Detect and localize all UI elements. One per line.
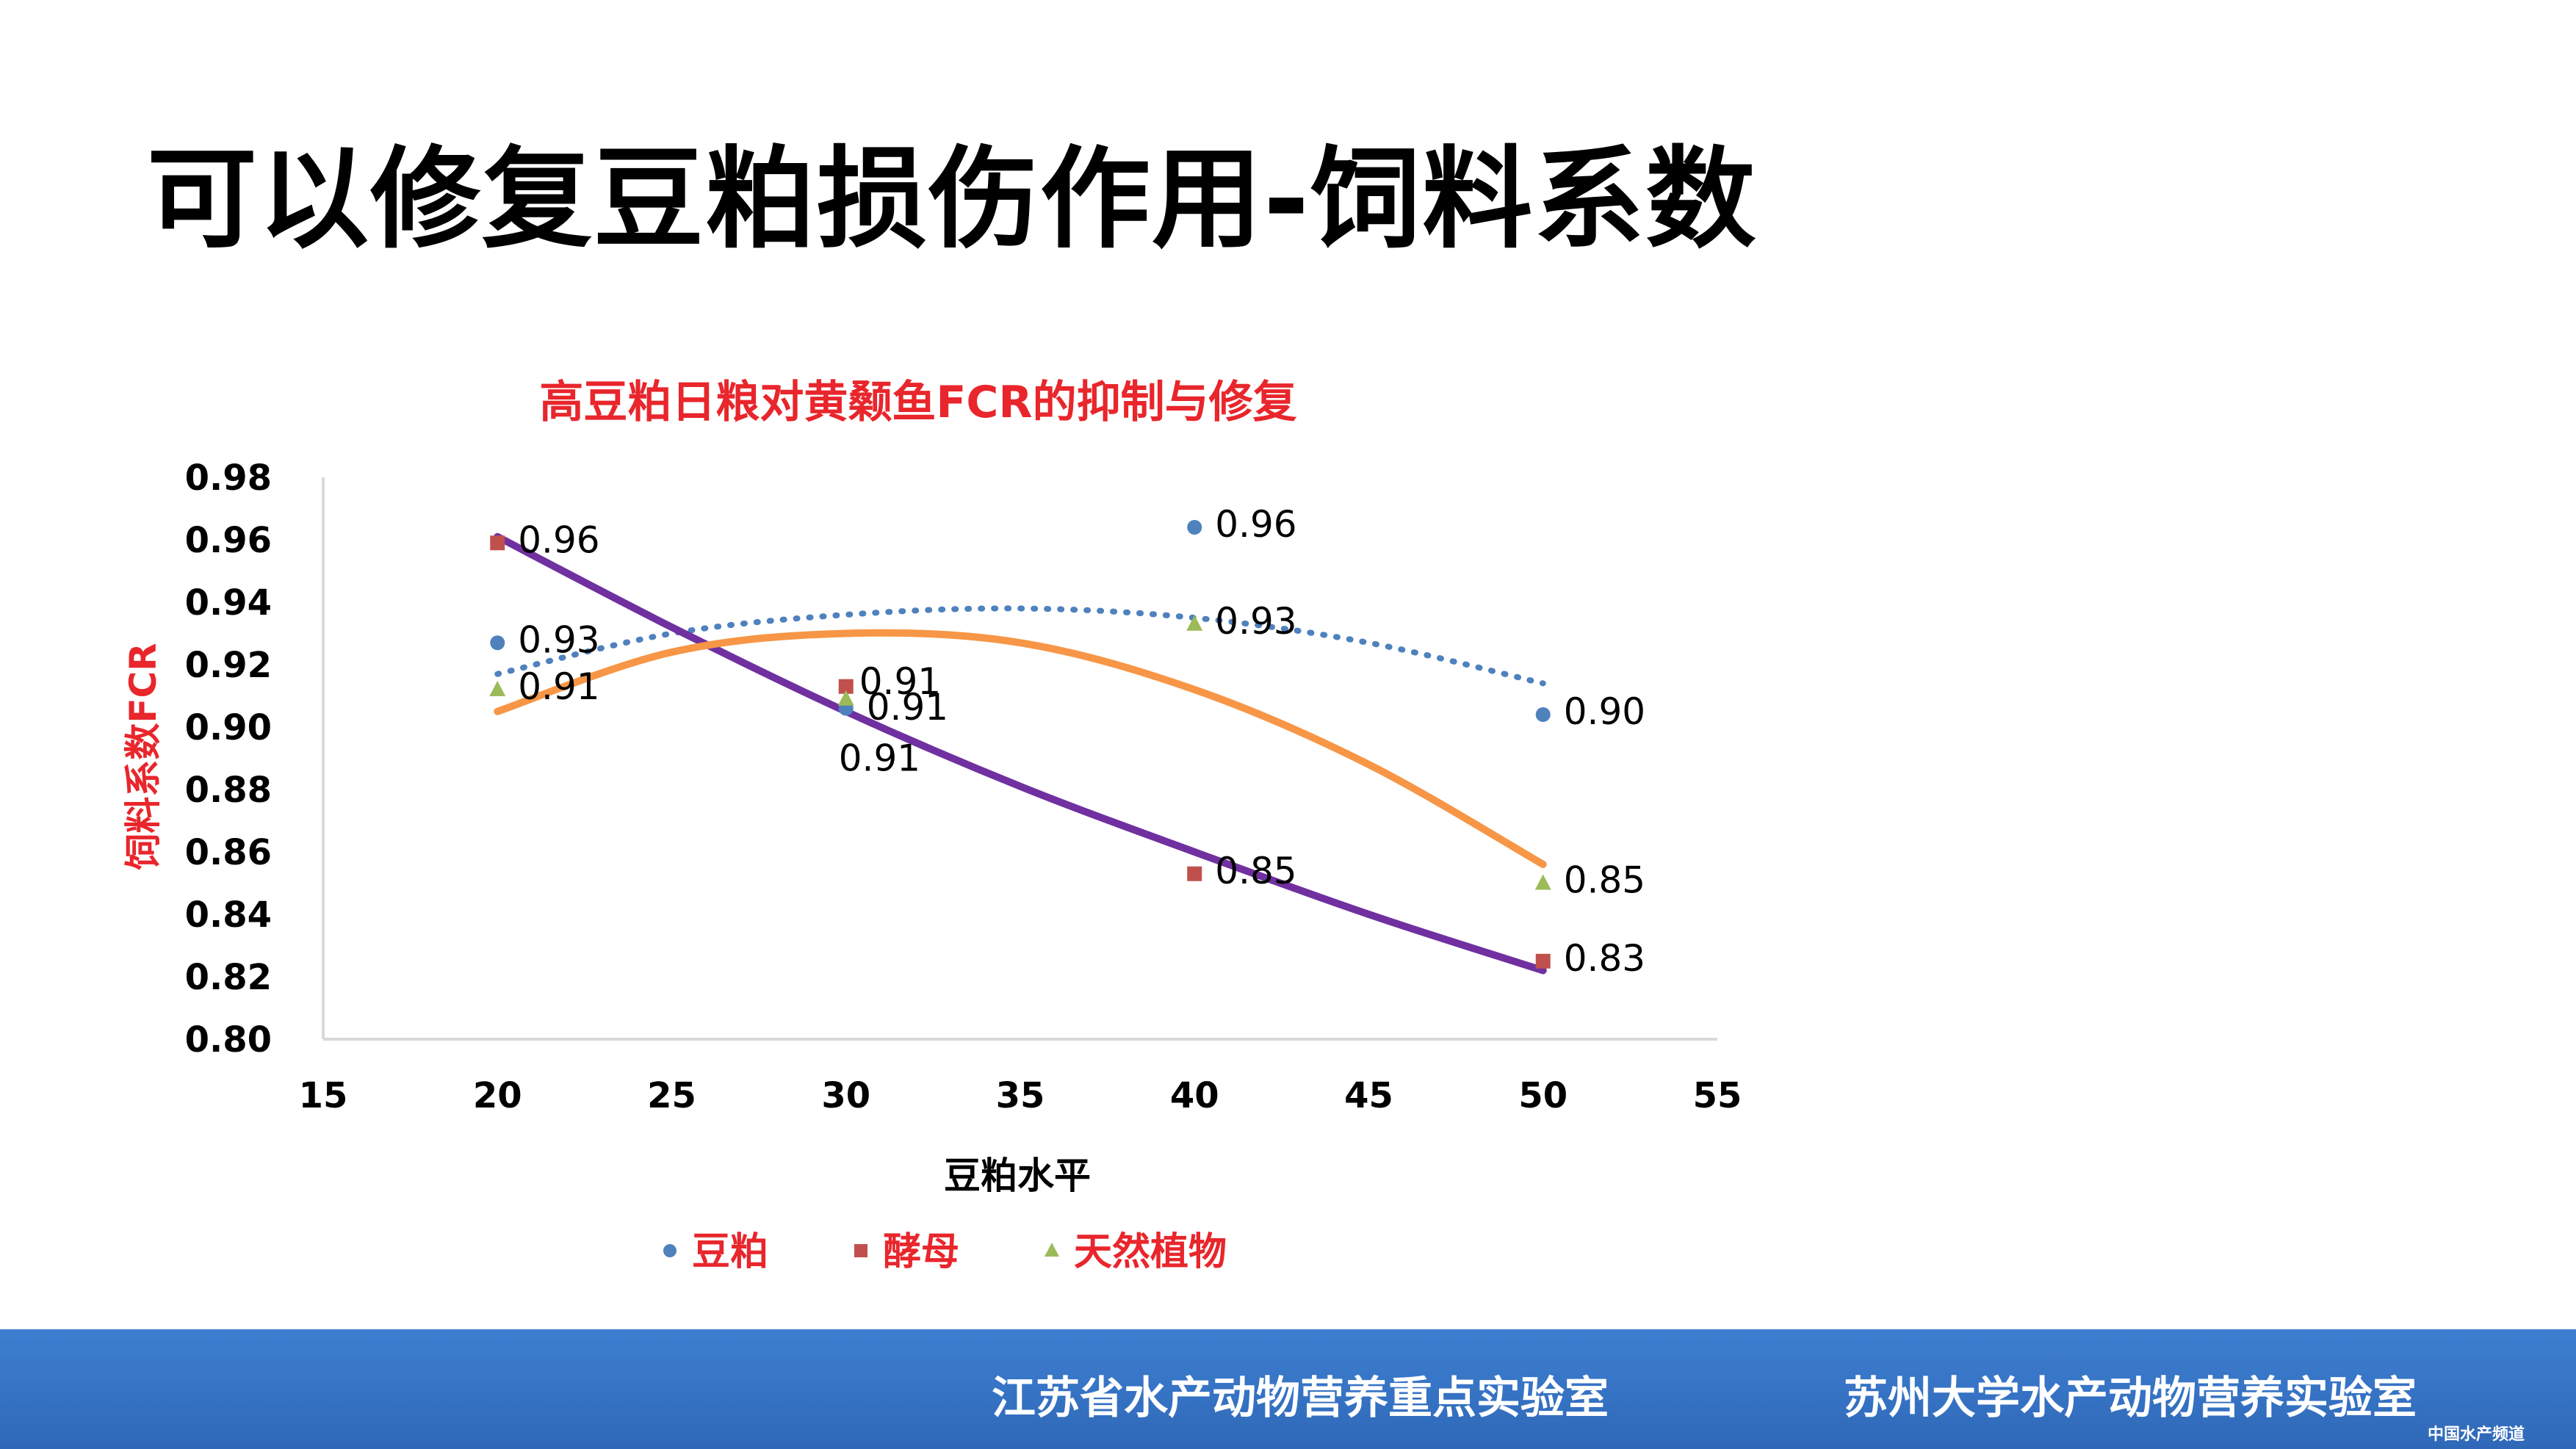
y-tick-label: 0.82 bbox=[185, 957, 272, 998]
data-point bbox=[1535, 953, 1551, 969]
legend-label: 酵母 bbox=[883, 1230, 959, 1274]
data-point bbox=[1535, 707, 1551, 722]
trendline-酵母 bbox=[494, 532, 1547, 975]
chart-title: 高豆粕日粮对黄颡鱼FCR的抑制与修复 bbox=[539, 377, 1296, 428]
x-tick-label: 45 bbox=[1344, 1075, 1393, 1116]
data-point bbox=[1186, 615, 1203, 631]
data-point bbox=[1187, 866, 1202, 881]
data-label: 0.91 bbox=[859, 660, 941, 703]
data-label: 0.85 bbox=[1564, 859, 1645, 902]
data-label: 0.93 bbox=[1215, 600, 1296, 643]
trendline-豆粕 bbox=[494, 605, 1546, 687]
watermark: 中国水产频道 bbox=[2427, 1425, 2525, 1444]
legend-label: 豆粕 bbox=[692, 1230, 768, 1274]
data-point bbox=[837, 690, 854, 706]
y-tick-label: 0.80 bbox=[185, 1019, 272, 1060]
data-label: 0.91 bbox=[839, 737, 920, 780]
data-label: 0.83 bbox=[1564, 937, 1645, 980]
data-label: 0.93 bbox=[518, 618, 599, 661]
y-axis-label: 饲料系数FCR bbox=[122, 643, 165, 870]
data-labels: 0.930.910.960.900.960.910.850.830.91 0.91… bbox=[518, 503, 1645, 980]
slide-title: 可以修复豆粕损伤作用-饲料系数 bbox=[147, 136, 1758, 264]
x-tick-label: 55 bbox=[1693, 1075, 1742, 1116]
y-tick-label: 0.86 bbox=[185, 832, 272, 873]
x-tick-labels: 15 20 25 30 35 40 45 50 55 bbox=[299, 1075, 1742, 1116]
data-point bbox=[489, 681, 506, 696]
data-label: 0.96 bbox=[1215, 503, 1296, 546]
footer-bar: 江苏省水产动物营养重点实验室 苏州大学水产动物营养实验室 中国水产频道 bbox=[0, 1329, 2576, 1449]
y-tick-label: 0.84 bbox=[185, 895, 272, 936]
data-point bbox=[838, 679, 854, 694]
data-point bbox=[490, 635, 505, 651]
data-point bbox=[490, 535, 505, 551]
x-tick-label: 35 bbox=[996, 1075, 1045, 1116]
y-tick-label: 0.96 bbox=[185, 520, 272, 561]
data-label: 0.91 bbox=[867, 686, 948, 729]
x-tick-label: 20 bbox=[473, 1075, 522, 1116]
legend-marker bbox=[1045, 1243, 1059, 1257]
data-label: 0.90 bbox=[1564, 690, 1645, 733]
trendline-天然植物 bbox=[494, 629, 1547, 868]
y-tick-label: 0.90 bbox=[185, 707, 272, 748]
x-tick-label: 30 bbox=[821, 1075, 870, 1116]
y-tick-label: 0.92 bbox=[185, 645, 272, 686]
trendlines bbox=[494, 532, 1547, 975]
data-label: 0.96 bbox=[518, 518, 599, 561]
footer-lab-jiangsu: 江苏省水产动物营养重点实验室 bbox=[992, 1373, 1609, 1424]
data-points bbox=[489, 520, 1551, 969]
y-tick-labels: 0.80 0.82 0.84 0.86 0.88 0.90 0.92 0.94 0.96 0.98 bbox=[185, 458, 272, 1060]
y-tick-label: 0.88 bbox=[185, 770, 272, 811]
x-tick-label: 25 bbox=[647, 1075, 696, 1116]
legend: 豆粕 酵母 天然植物 bbox=[663, 1230, 1227, 1274]
footer-lab-suzhou: 苏州大学水产动物营养实验室 bbox=[1844, 1373, 2417, 1424]
legend-marker bbox=[854, 1244, 867, 1257]
y-tick-label: 0.94 bbox=[185, 582, 272, 624]
data-label: 0.91 bbox=[518, 665, 599, 708]
fcr-chart: 高豆粕日粮对黄颡鱼FCR的抑制与修复 0.800.820.840.860.880… bbox=[122, 377, 1742, 1274]
data-label: 0.85 bbox=[1215, 850, 1296, 892]
x-tick-label: 15 bbox=[299, 1075, 348, 1116]
data-point bbox=[1187, 520, 1202, 535]
y-tick-label: 0.98 bbox=[185, 458, 272, 499]
x-tick-label: 50 bbox=[1518, 1075, 1567, 1116]
x-axis-label: 豆粕水平 bbox=[944, 1154, 1091, 1197]
legend-marker bbox=[663, 1244, 677, 1257]
x-tick-label: 40 bbox=[1170, 1075, 1219, 1116]
legend-label: 天然植物 bbox=[1074, 1230, 1227, 1274]
data-point bbox=[1534, 874, 1551, 890]
